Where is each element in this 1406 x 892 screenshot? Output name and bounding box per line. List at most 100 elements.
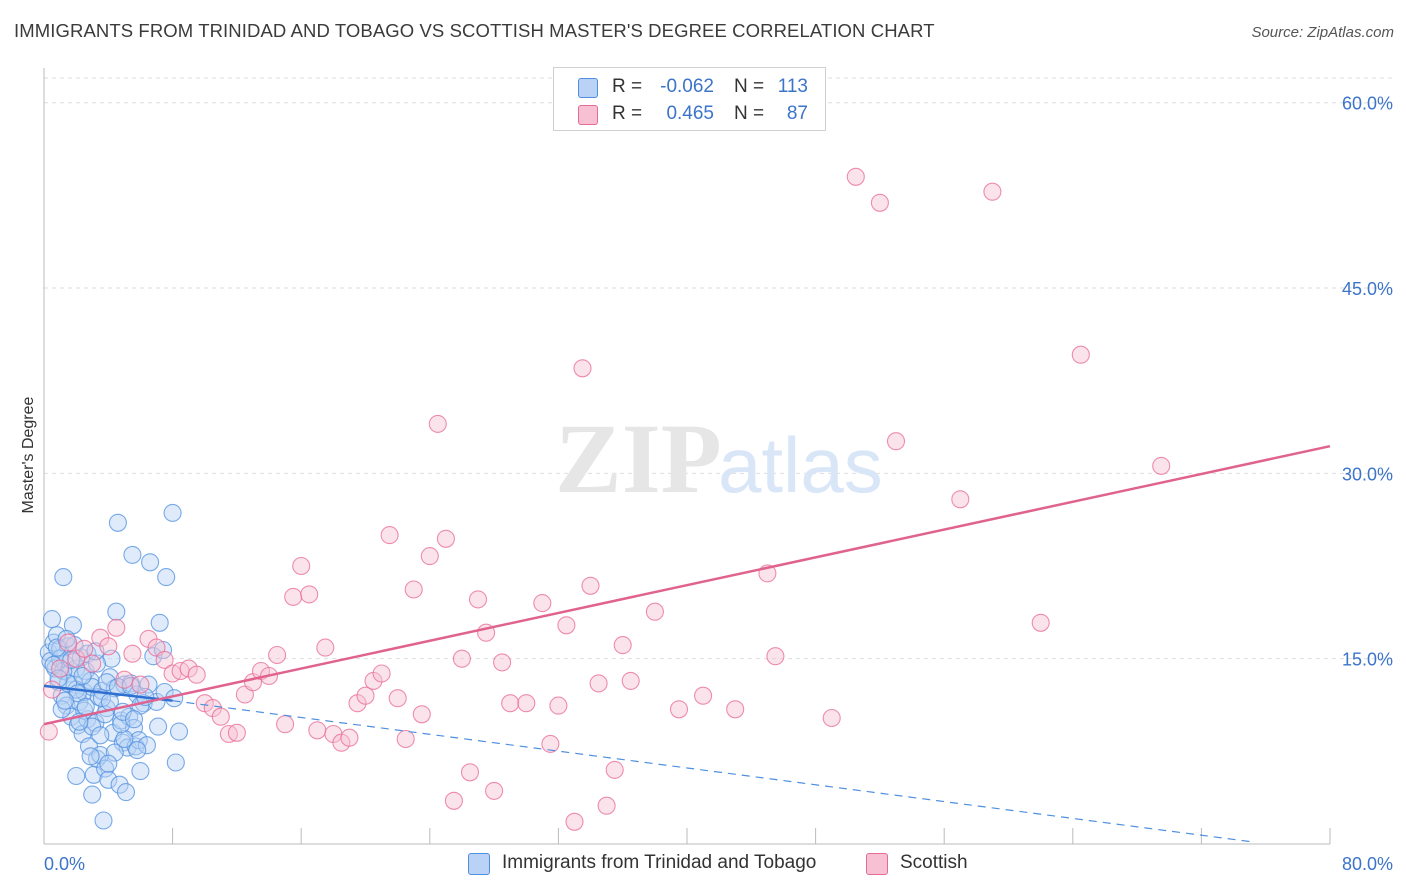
point-trinidad-tobago <box>110 775 129 794</box>
trend-line-trinidad-tobago <box>43 684 173 702</box>
point-scottish <box>51 659 70 678</box>
point-trinidad-tobago <box>108 513 127 532</box>
point-scottish <box>549 696 568 715</box>
legend-swatch-blue <box>468 853 490 875</box>
x-tick-label: 80.0% <box>1342 854 1393 874</box>
trend-extension-trinidad-tobago <box>172 700 1250 843</box>
point-scottish <box>694 686 713 705</box>
point-scottish <box>75 639 94 658</box>
point-scottish <box>1031 613 1050 632</box>
legend-swatch-pink <box>578 105 598 125</box>
point-scottish <box>581 576 600 595</box>
series-scottish <box>39 167 1171 831</box>
point-scottish <box>428 414 447 433</box>
x-tick-label: 0.0% <box>44 854 85 874</box>
point-trinidad-tobago <box>81 747 100 766</box>
gridlines <box>44 77 1394 660</box>
point-scottish <box>276 715 295 734</box>
legend-r-value: 0.465 <box>666 103 714 124</box>
point-trinidad-tobago <box>99 754 118 773</box>
point-scottish <box>501 694 520 713</box>
point-scottish <box>316 638 335 657</box>
point-trinidad-tobago <box>166 753 185 772</box>
point-scottish <box>211 707 230 726</box>
point-trinidad-tobago <box>115 729 134 749</box>
watermark-atlas: atlas <box>718 421 883 509</box>
point-scottish <box>533 594 552 613</box>
point-scottish <box>517 694 536 713</box>
point-scottish <box>300 585 319 604</box>
point-scottish <box>155 650 174 669</box>
point-scottish <box>380 526 399 545</box>
series-legend: Immigrants from Trinidad and Tobago Scot… <box>0 852 1406 878</box>
point-scottish <box>951 490 970 509</box>
point-scottish <box>766 647 785 666</box>
point-scottish <box>372 664 391 683</box>
point-trinidad-tobago <box>73 666 92 686</box>
point-scottish <box>493 653 512 672</box>
point-trinidad-tobago <box>124 710 144 729</box>
point-scottish <box>886 432 906 451</box>
point-trinidad-tobago <box>141 553 160 572</box>
point-scottish <box>573 359 592 378</box>
point-scottish <box>726 700 745 719</box>
point-trinidad-tobago <box>150 613 169 632</box>
point-scottish <box>485 781 504 800</box>
point-scottish <box>822 708 841 728</box>
point-scottish <box>589 674 608 693</box>
point-scottish <box>42 680 62 699</box>
point-scottish <box>436 529 455 548</box>
point-trinidad-tobago <box>163 503 182 522</box>
y-tick-label: 45.0% <box>1342 279 1393 299</box>
point-scottish <box>107 618 126 637</box>
legend-n-value: 87 <box>786 103 808 124</box>
tick-labels: 15.0% 30.0% 45.0% 60.0% 0.0% 80.0% <box>44 94 1393 874</box>
point-trinidad-tobago <box>91 726 110 745</box>
legend-row-blue: R = -0.062 N = 113 <box>554 74 825 100</box>
point-scottish <box>565 812 584 831</box>
point-scottish <box>412 705 431 724</box>
point-scottish <box>444 791 463 810</box>
correlation-legend: R = -0.062 N = 113 R = 0.465 N = 87 <box>553 67 826 131</box>
point-scottish <box>284 587 303 606</box>
legend-n-label: N = <box>734 76 765 97</box>
point-scottish <box>404 580 423 599</box>
point-trinidad-tobago <box>55 691 74 710</box>
point-scottish <box>123 644 142 663</box>
point-scottish <box>557 616 576 635</box>
watermark-zip: ZIP <box>555 403 722 514</box>
legend-label: Scottish <box>900 852 968 873</box>
point-trinidad-tobago <box>105 743 124 762</box>
point-scottish <box>870 193 889 212</box>
point-scottish <box>645 602 664 621</box>
y-tick-label: 30.0% <box>1342 464 1393 484</box>
point-scottish <box>59 633 78 652</box>
point-trinidad-tobago <box>131 762 150 781</box>
point-trinidad-tobago <box>157 568 176 587</box>
point-scottish <box>340 728 359 747</box>
point-scottish <box>621 671 640 690</box>
point-trinidad-tobago <box>67 766 86 786</box>
chart-title: IMMIGRANTS FROM TRINIDAD AND TOBAGO VS S… <box>14 20 935 41</box>
point-trinidad-tobago <box>128 741 147 760</box>
point-scottish <box>605 760 624 779</box>
point-scottish <box>99 637 118 656</box>
point-trinidad-tobago <box>54 568 73 587</box>
point-scottish <box>131 675 150 694</box>
point-trinidad-tobago <box>96 759 115 778</box>
point-scottish <box>460 763 480 782</box>
point-scottish <box>468 590 488 609</box>
axes <box>43 68 1331 845</box>
point-scottish <box>420 547 439 566</box>
legend-label: Immigrants from Trinidad and Tobago <box>502 852 817 873</box>
legend-n-value: 113 <box>777 76 808 97</box>
point-scottish <box>452 649 471 668</box>
legend-swatch-pink <box>866 853 888 875</box>
point-trinidad-tobago <box>42 610 62 629</box>
trend-line-scottish <box>43 444 1331 726</box>
y-tick-label: 15.0% <box>1342 650 1393 670</box>
point-trinidad-tobago <box>94 811 113 830</box>
point-trinidad-tobago <box>107 602 126 621</box>
trend-lines <box>43 444 1331 843</box>
